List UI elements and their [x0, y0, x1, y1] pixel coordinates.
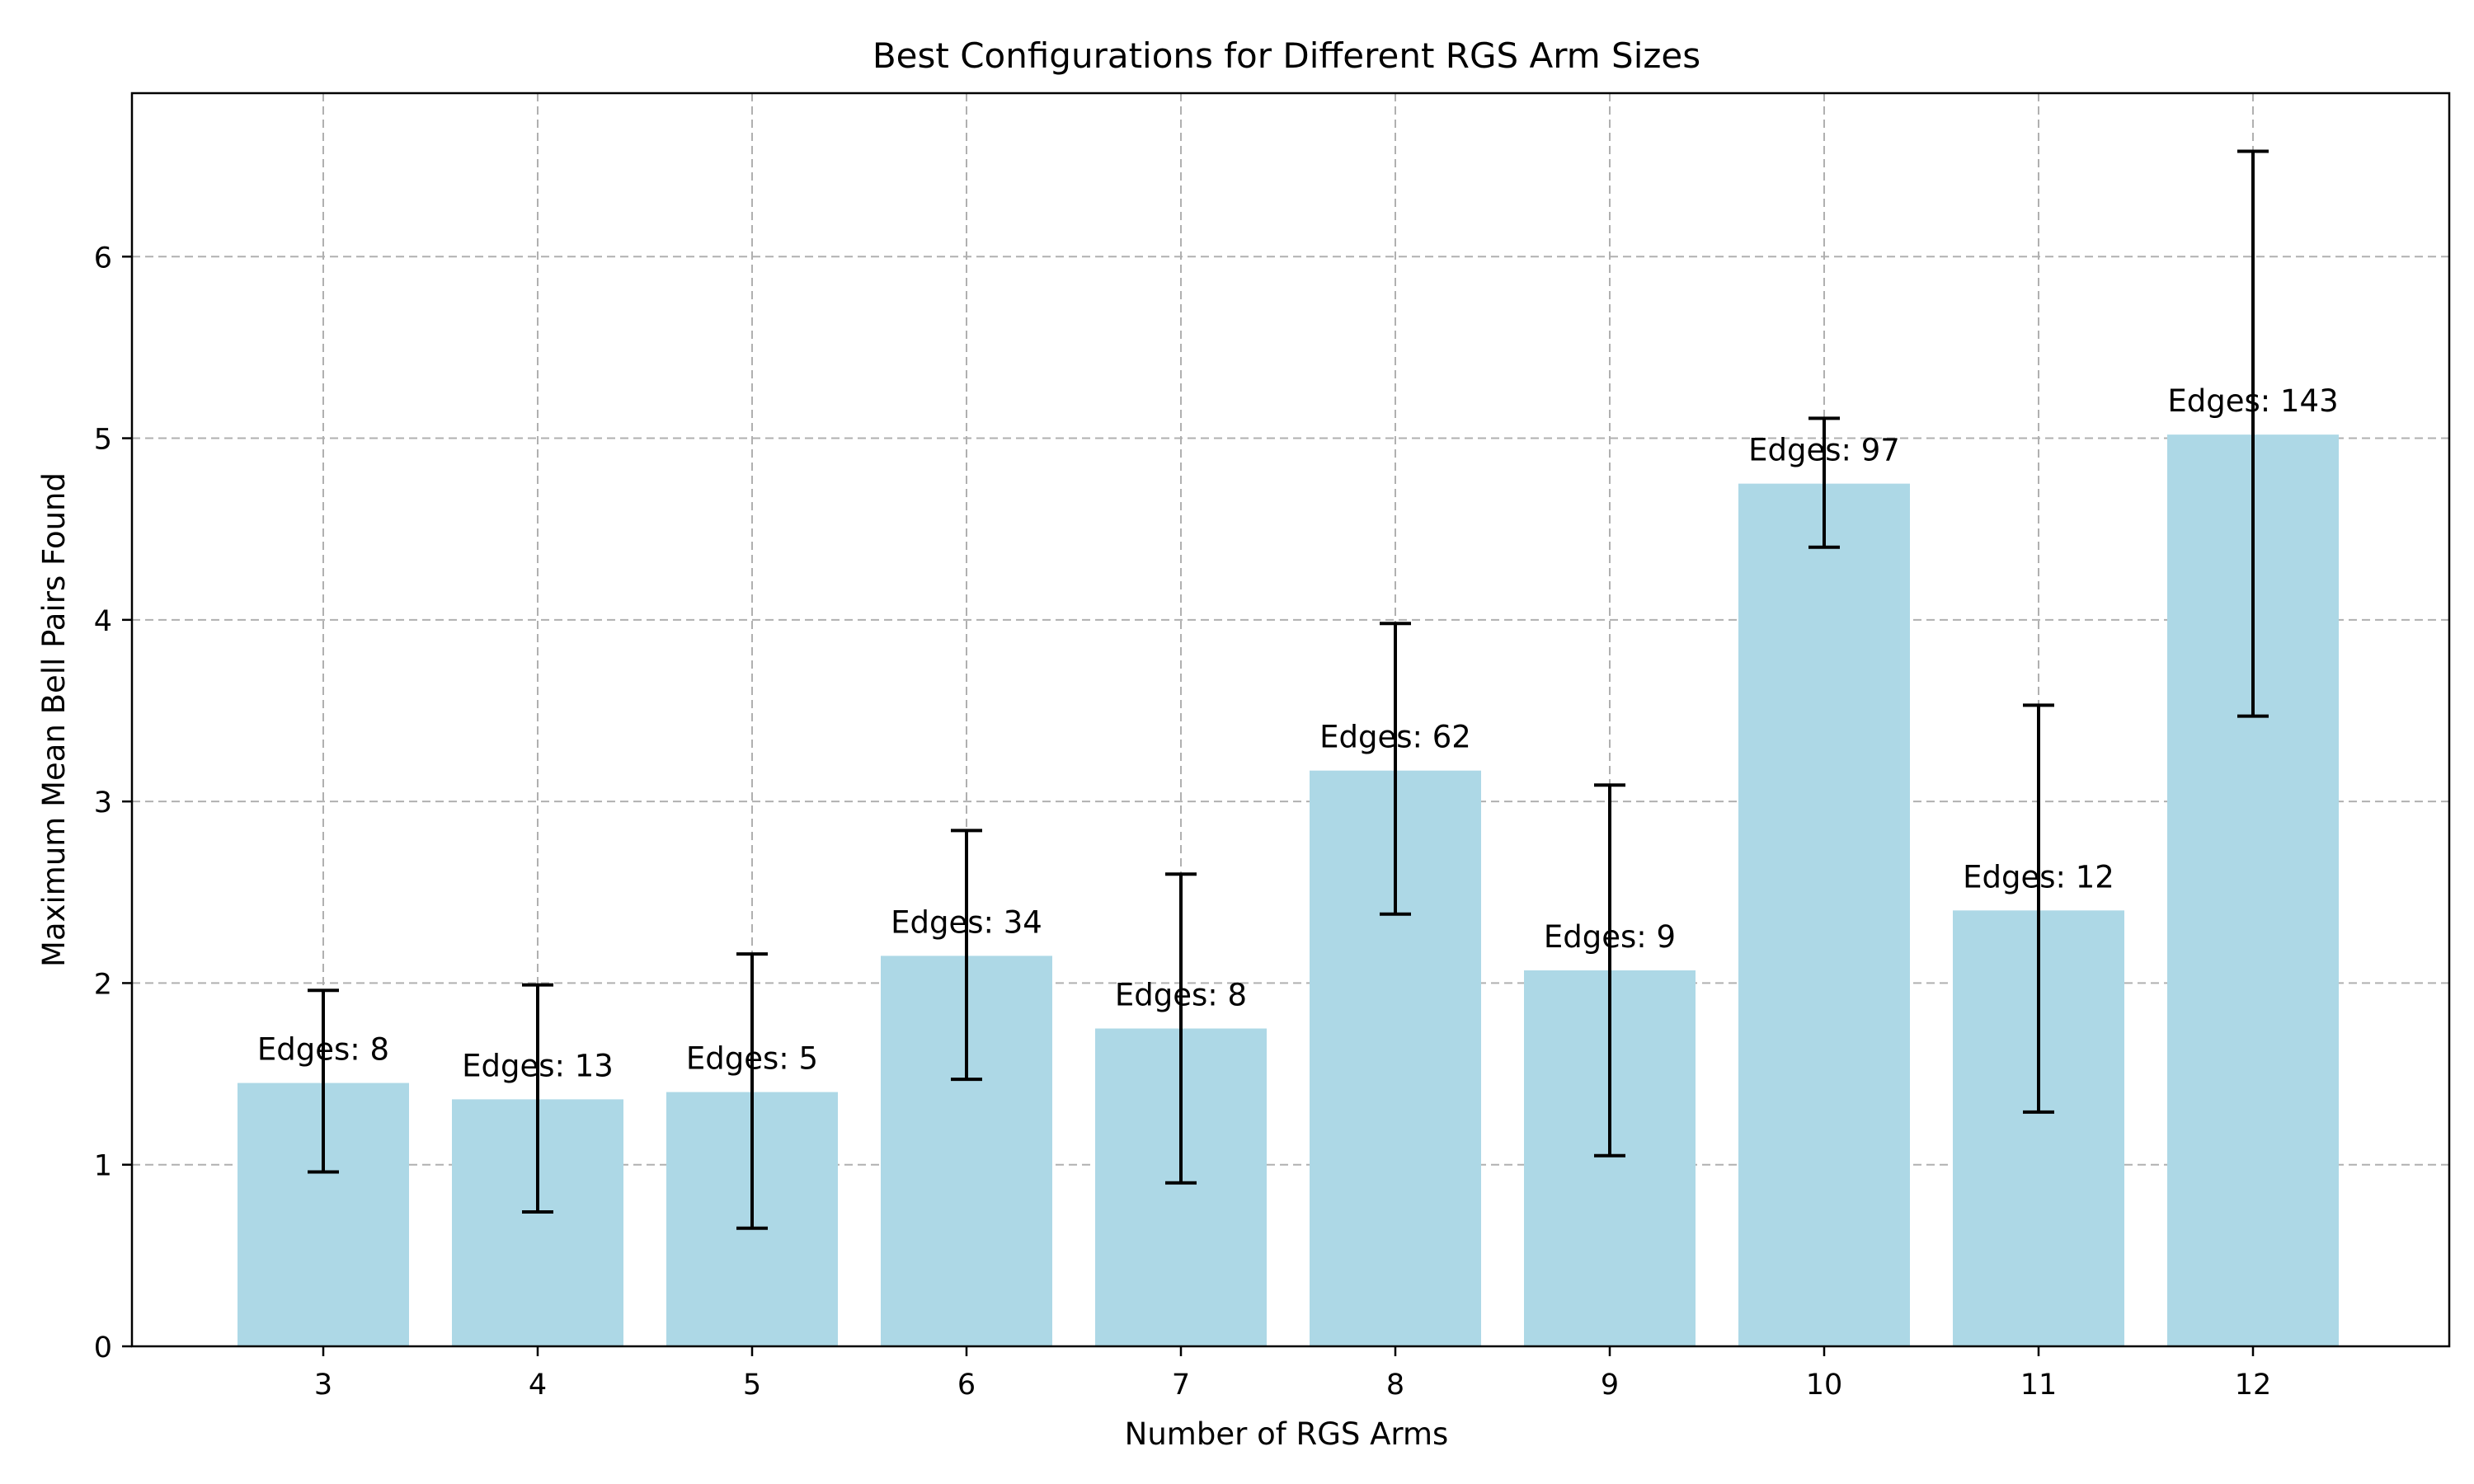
bar-annotation: Edges: 9	[1544, 919, 1676, 955]
x-tick-label: 5	[743, 1369, 761, 1402]
error-bar-8	[1380, 622, 1411, 916]
error-bar-4	[522, 983, 553, 1214]
y-tick-label: 4	[94, 605, 112, 638]
bar-annotation: Edges: 97	[1748, 433, 1900, 468]
x-tick-label: 8	[1386, 1369, 1404, 1402]
x-tick-label: 4	[529, 1369, 547, 1402]
y-tick-label: 5	[94, 424, 112, 457]
error-bar-5	[736, 952, 768, 1230]
y-tick-label: 6	[94, 242, 112, 275]
x-tick-label: 3	[314, 1369, 332, 1402]
x-tick-label: 12	[2235, 1369, 2272, 1402]
error-bar-11	[2023, 703, 2054, 1114]
error-bar-12	[2237, 149, 2269, 718]
y-tick-label: 3	[94, 787, 112, 819]
y-axis-label: Maximum Mean Bell Pairs Found	[36, 472, 72, 967]
error-bars	[308, 149, 2269, 1230]
x-tick-label: 11	[2020, 1369, 2058, 1402]
bar-annotation: Edges: 8	[1115, 977, 1247, 1012]
x-axis-ticks: 3 4 5 6 7 8 9 10 11 12	[314, 1346, 2271, 1402]
bar-annotation: Edges: 12	[1963, 859, 2114, 895]
chart-title: Best Configurations for Different RGS Ar…	[872, 35, 1700, 76]
x-tick-label: 9	[1601, 1369, 1619, 1402]
error-bar-9	[1594, 783, 1625, 1158]
plot-frame	[130, 92, 2451, 1348]
error-bar-6	[951, 829, 982, 1082]
x-tick-label: 10	[1806, 1369, 1843, 1402]
bar-annotation: Edges: 34	[891, 904, 1042, 940]
x-tick-label: 6	[957, 1369, 976, 1402]
bar-annotation: Edges: 5	[686, 1041, 818, 1077]
y-tick-label: 2	[94, 968, 112, 1001]
y-tick-label: 0	[94, 1331, 112, 1364]
x-tick-label: 7	[1172, 1369, 1190, 1402]
y-axis-ticks: 0 1 2 3 4 5 6	[94, 242, 132, 1364]
bar-annotation: Edges: 143	[2167, 383, 2338, 419]
y-tick-label: 1	[94, 1150, 112, 1183]
error-bar-7	[1165, 872, 1197, 1185]
error-bar-3	[308, 989, 339, 1174]
error-bar-10	[1808, 416, 1840, 549]
bar-annotation: Edges: 8	[257, 1032, 389, 1068]
x-axis-label: Number of RGS Arms	[1125, 1416, 1449, 1452]
bar-annotations: Edges: 8 Edges: 13 Edges: 5 Edges: 34 Edges:…	[257, 383, 2339, 1083]
bar-annotation: Edges: 62	[1319, 720, 1471, 755]
bar-10	[1738, 483, 1910, 1346]
bar-annotation: Edges: 13	[462, 1048, 614, 1083]
